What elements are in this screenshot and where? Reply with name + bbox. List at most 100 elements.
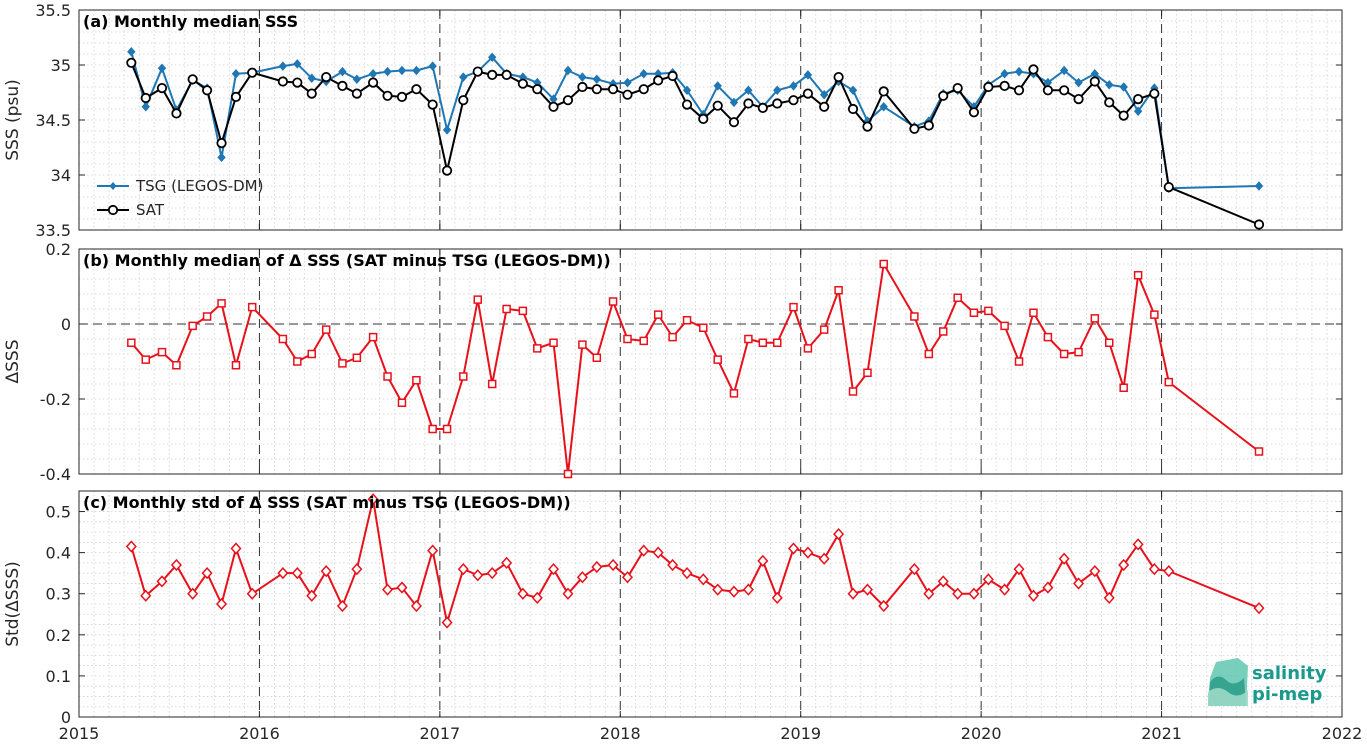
- x-tick-label: 2015: [59, 724, 100, 743]
- data-point: [1149, 88, 1160, 99]
- panel-b: -0.4 -0.2 0 0.2 ΔSSS (b) Monthly median of Δ …: [3, 240, 1343, 484]
- data-point: [1150, 310, 1159, 319]
- data-point: [908, 562, 920, 576]
- data-point: [1014, 66, 1024, 77]
- legend-label: TSG (LEGOS-DM): [135, 177, 263, 195]
- data-point: [773, 85, 782, 96]
- data-point: [1058, 552, 1070, 565]
- data-point: [411, 84, 422, 95]
- data-point: [771, 591, 783, 604]
- data-point: [728, 117, 740, 128]
- y-tick-label: 0.3: [46, 585, 71, 604]
- data-point: [396, 91, 408, 103]
- data-point: [367, 77, 379, 88]
- x-tick-label: 2022: [1322, 724, 1363, 743]
- data-point: [472, 66, 483, 77]
- data-point: [231, 69, 241, 79]
- data-point: [202, 85, 213, 96]
- series-line-0: [127, 259, 1264, 479]
- data-point: [1253, 219, 1265, 230]
- data-point: [924, 349, 934, 359]
- data-point: [937, 575, 949, 588]
- x-tick-label: 2019: [780, 724, 821, 743]
- data-point: [367, 493, 379, 506]
- data-point: [833, 72, 844, 83]
- data-point: [952, 587, 964, 600]
- data-point: [563, 469, 573, 479]
- data-point: [336, 599, 348, 613]
- data-point: [653, 75, 664, 86]
- data-point: [501, 69, 512, 81]
- panel-c: 0 0.1 0.2 0.3 0.4 0.5 2015 2016 2017 2018 2019 2020…: [3, 490, 1363, 743]
- data-point: [459, 72, 468, 82]
- data-point: [833, 528, 845, 541]
- data-point: [1133, 271, 1143, 280]
- data-point: [578, 72, 587, 82]
- data-point: [217, 152, 226, 163]
- data-point: [1133, 94, 1144, 105]
- data-point: [187, 587, 199, 600]
- data-point: [157, 63, 167, 74]
- data-point: [729, 389, 739, 398]
- data-point: [773, 338, 782, 347]
- x-tick-label: 2020: [961, 724, 1002, 743]
- data-point: [140, 92, 151, 104]
- data-point: [410, 599, 422, 613]
- data-point: [320, 565, 332, 578]
- data-point: [639, 336, 648, 346]
- data-point: [938, 90, 949, 101]
- data-point: [879, 102, 888, 112]
- data-point: [156, 83, 168, 94]
- data-point: [1090, 314, 1100, 323]
- data-point: [1253, 601, 1265, 615]
- data-point: [862, 121, 873, 132]
- data-point: [772, 98, 783, 109]
- data-point: [910, 312, 919, 321]
- y-tick-label: 0.2: [46, 240, 71, 259]
- data-point: [217, 299, 226, 308]
- y-axis-label: SSS (psu): [3, 79, 23, 160]
- data-point: [803, 70, 813, 80]
- data-point: [1059, 65, 1069, 76]
- data-point: [576, 571, 588, 584]
- data-point: [591, 560, 603, 574]
- data-point: [337, 80, 348, 92]
- data-point: [382, 583, 394, 596]
- data-point: [1042, 581, 1054, 594]
- grid: [79, 248, 1342, 475]
- data-point: [531, 591, 543, 604]
- x-tick-label: 2016: [239, 724, 280, 743]
- data-point: [126, 57, 137, 68]
- data-point: [1074, 77, 1083, 88]
- data-point: [953, 293, 962, 302]
- data-point: [1000, 321, 1009, 331]
- data-point: [338, 66, 347, 77]
- data-point: [984, 306, 993, 316]
- data-point: [1042, 85, 1054, 96]
- data-point: [802, 546, 814, 559]
- data-point: [789, 302, 798, 312]
- data-point: [291, 567, 303, 580]
- data-point: [278, 61, 288, 71]
- data-point: [1074, 347, 1083, 357]
- legend-swatch-marker: [107, 204, 119, 216]
- data-point: [171, 108, 182, 119]
- data-point: [1119, 82, 1128, 92]
- data-point: [758, 338, 768, 347]
- data-point: [591, 84, 602, 95]
- data-point: [744, 85, 753, 96]
- logo-line1: salinity: [1252, 663, 1327, 684]
- data-point: [1104, 97, 1115, 108]
- data-point: [1132, 538, 1144, 551]
- data-point: [982, 573, 994, 586]
- data-point: [1029, 308, 1038, 317]
- data-point: [292, 77, 303, 88]
- data-point: [848, 387, 858, 396]
- data-point: [592, 74, 601, 85]
- data-point: [187, 74, 198, 85]
- data-point: [141, 102, 150, 112]
- data-point: [999, 80, 1010, 92]
- data-point: [713, 81, 722, 91]
- data-point: [532, 84, 543, 95]
- data-point: [744, 334, 753, 344]
